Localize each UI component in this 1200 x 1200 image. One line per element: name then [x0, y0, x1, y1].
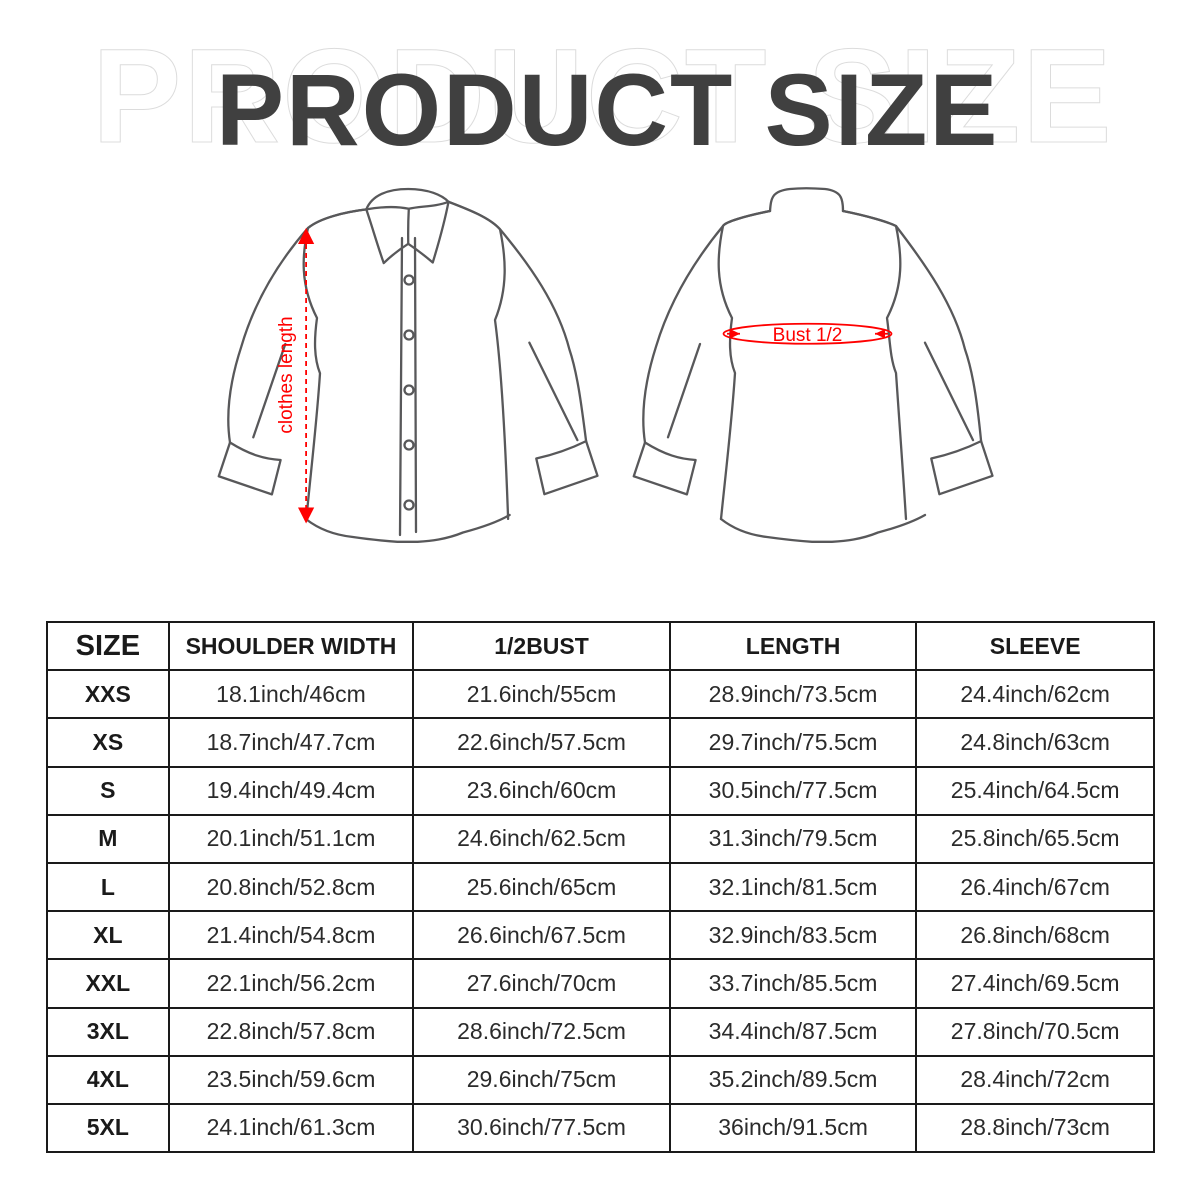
svg-text:Bust 1/2: Bust 1/2	[773, 325, 843, 346]
svg-text:clothes length: clothes length	[276, 316, 297, 433]
